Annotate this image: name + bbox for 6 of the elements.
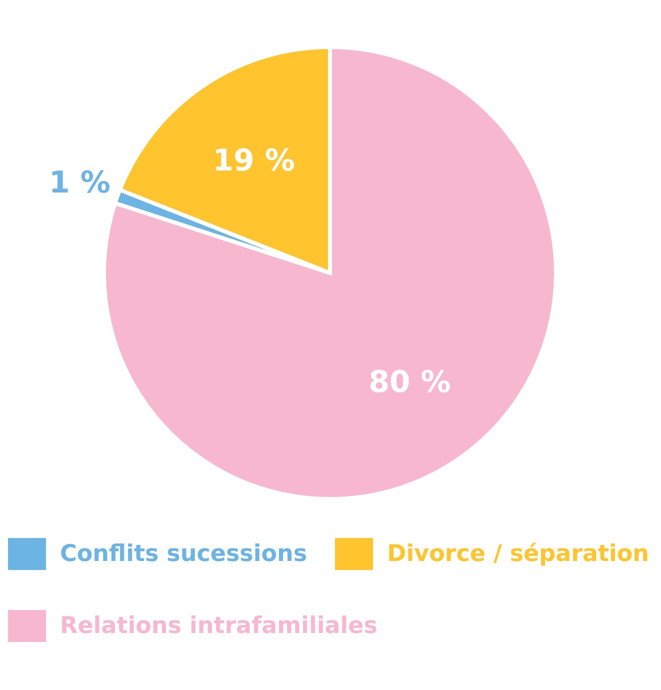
legend-label: Divorce / séparation xyxy=(387,541,650,567)
legend-label: Relations intrafamiliales xyxy=(60,613,378,639)
data-label: 80 % xyxy=(368,365,451,400)
data-label: 19 % xyxy=(212,143,295,178)
legend-label: Conflits sucessions xyxy=(60,541,308,567)
data-label: 1 % xyxy=(49,165,110,200)
